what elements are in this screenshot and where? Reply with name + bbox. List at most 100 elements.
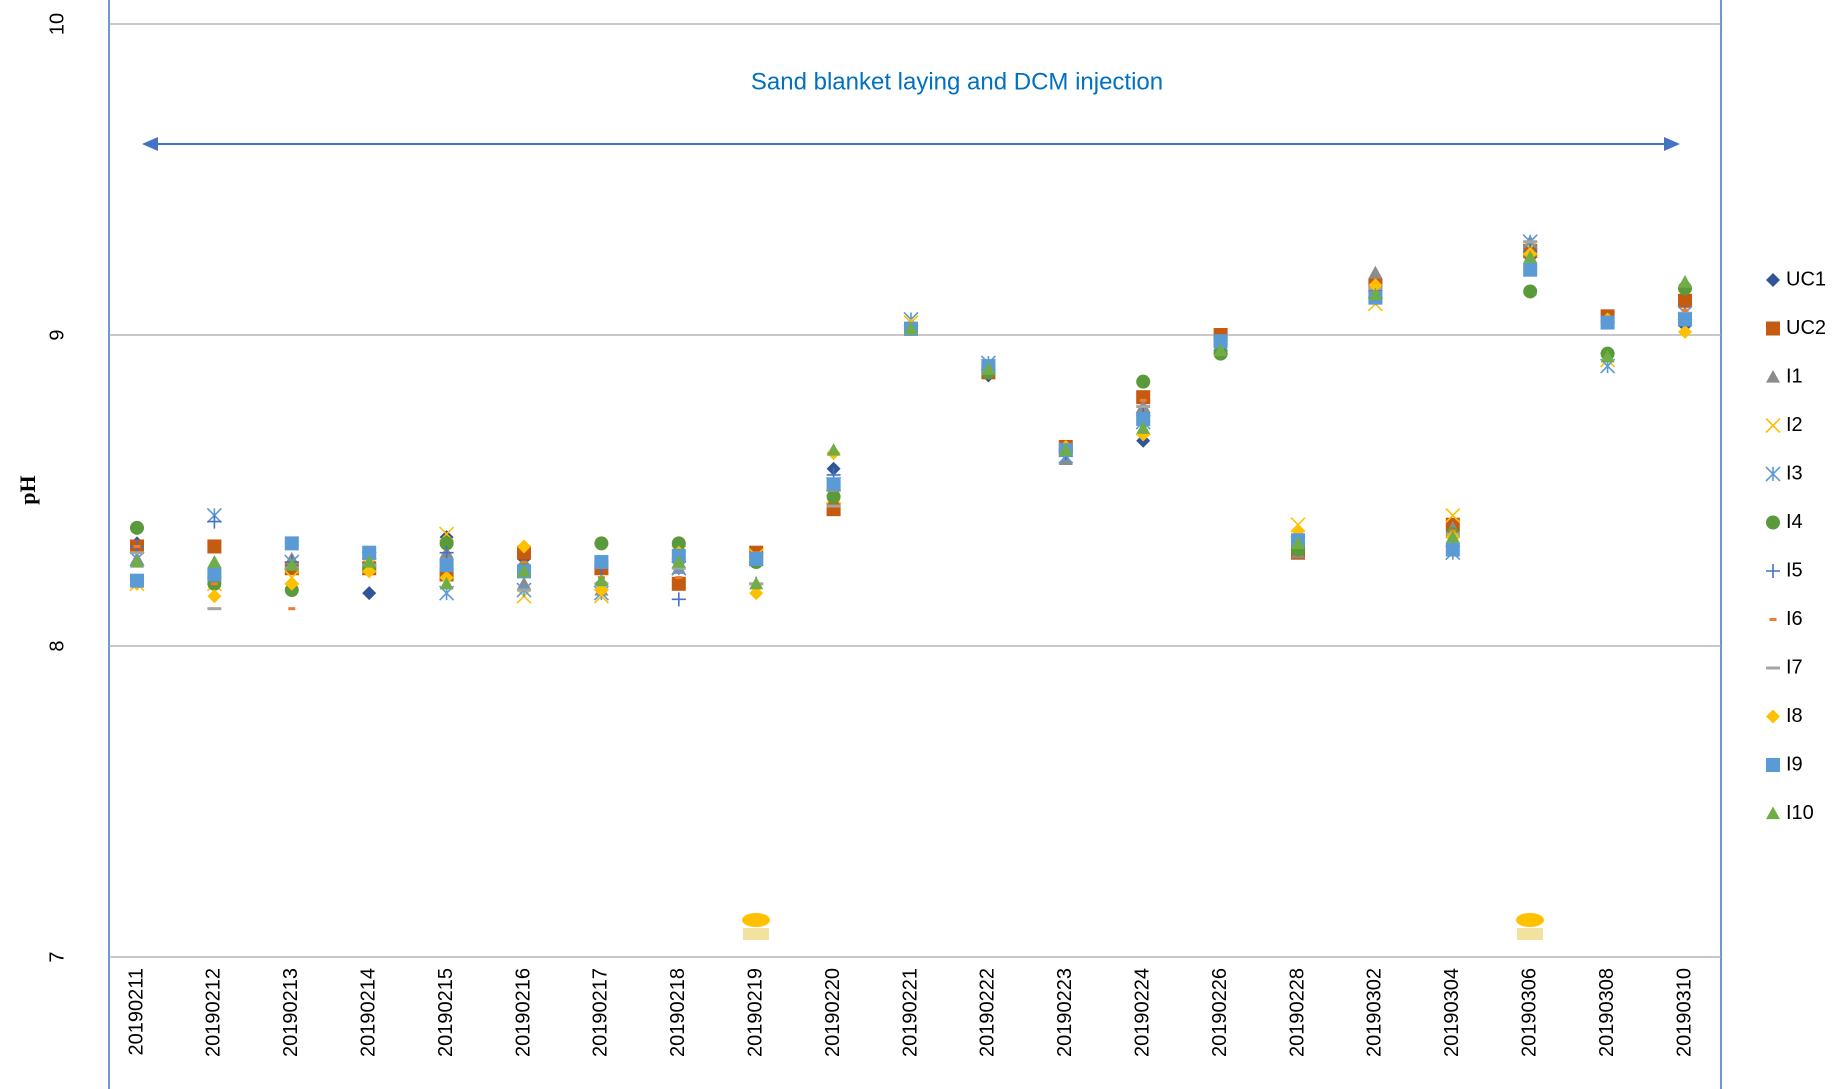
- x-tick-label: 20190304: [1441, 968, 1463, 1057]
- x-tick-label: 20190213: [280, 968, 302, 1057]
- point: [439, 576, 454, 590]
- x-tick-label: 20190220: [822, 968, 844, 1057]
- legend-marker: [1766, 515, 1780, 530]
- x-tick-label: 20190223: [1054, 968, 1076, 1057]
- x-tick-label: 20190224: [1131, 968, 1153, 1057]
- point: [1600, 315, 1615, 330]
- x-tick-label: 20190221: [899, 968, 921, 1057]
- point: [362, 586, 377, 601]
- legend-marker: [1766, 806, 1780, 820]
- point: [362, 545, 377, 560]
- point: [207, 555, 222, 568]
- x-tick-label: 20190228: [1286, 968, 1308, 1057]
- point: [671, 592, 686, 607]
- y-tick-label: 10: [46, 13, 68, 35]
- x-tick-label: 20190211: [125, 968, 147, 1056]
- point: [1136, 421, 1151, 434]
- point: [130, 555, 144, 568]
- point: [826, 489, 841, 504]
- x-tick-label: 20190217: [590, 968, 612, 1057]
- point: [1368, 287, 1383, 301]
- weather-icon: [742, 913, 770, 940]
- legend-label: I7: [1786, 656, 1803, 678]
- point: [671, 576, 686, 591]
- annotation: Sand blanket laying and DCM injection: [751, 68, 1163, 95]
- legend-marker: [1765, 417, 1781, 434]
- point: [1445, 530, 1460, 543]
- legend-label: I3: [1786, 462, 1803, 484]
- point: [1291, 536, 1305, 549]
- point: [594, 583, 609, 598]
- y-tick-label: 9: [46, 329, 68, 340]
- point: [1678, 324, 1692, 339]
- point: [1678, 312, 1692, 327]
- point: [1368, 265, 1383, 279]
- x-tick-label: 20190308: [1596, 968, 1618, 1057]
- x-tick-label: 20190215: [435, 968, 457, 1057]
- point: [130, 573, 144, 588]
- point: [362, 555, 377, 568]
- y-axis-label: pH: [15, 475, 40, 504]
- point: [1213, 334, 1228, 349]
- point: [362, 564, 377, 579]
- legend-label: I4: [1786, 511, 1803, 533]
- weather-icon: [1516, 913, 1544, 940]
- point: [749, 551, 764, 566]
- point: [284, 536, 299, 551]
- point: [1368, 278, 1383, 293]
- point: [1678, 293, 1692, 308]
- legend-label: UC2: [1786, 317, 1826, 339]
- legend-marker: [1766, 564, 1780, 578]
- x-tick-label: 20190226: [1209, 968, 1231, 1057]
- point: [207, 567, 222, 582]
- point: [749, 586, 764, 601]
- point: [284, 558, 299, 571]
- legend-marker: [1766, 709, 1780, 724]
- point: [594, 536, 609, 551]
- point: [904, 321, 918, 335]
- x-tick-label: 20190216: [512, 968, 534, 1057]
- x-tick-label: 20190302: [1364, 968, 1386, 1057]
- point: [1523, 250, 1538, 263]
- point: [517, 564, 531, 577]
- point: [439, 558, 454, 573]
- x-tick-label: 20190310: [1673, 968, 1695, 1057]
- point: [1213, 343, 1228, 357]
- point: [1445, 542, 1460, 557]
- point: [1136, 411, 1151, 426]
- point: [671, 536, 686, 551]
- point: [981, 362, 996, 375]
- point: [517, 539, 531, 554]
- legend-marker: [1766, 321, 1780, 336]
- point: [1523, 284, 1538, 299]
- point: [1445, 507, 1461, 523]
- legend-label: I5: [1786, 559, 1803, 581]
- point: [1600, 349, 1615, 363]
- legend-marker: [1766, 273, 1780, 287]
- point: [1523, 262, 1538, 277]
- point: [1136, 374, 1151, 389]
- legend-marker: [1766, 370, 1780, 383]
- legend-label: I6: [1786, 608, 1803, 630]
- legend-label: I8: [1786, 705, 1803, 727]
- point: [826, 477, 841, 492]
- x-tick-label: 20190222: [977, 968, 999, 1057]
- point: [207, 589, 222, 604]
- y-tick-label: 7: [46, 951, 68, 962]
- x-tick-label: 20190306: [1518, 968, 1540, 1057]
- point: [671, 555, 686, 568]
- point: [130, 520, 144, 535]
- point: [594, 555, 609, 570]
- legend-label: I10: [1786, 802, 1814, 824]
- point: [826, 443, 841, 456]
- point: [439, 545, 454, 560]
- arrow-head: [1664, 137, 1680, 151]
- x-tick-label: 20190212: [203, 968, 225, 1057]
- point: [826, 502, 841, 517]
- legend-label: I1: [1786, 365, 1803, 387]
- point: [1058, 443, 1073, 456]
- point: [207, 514, 222, 529]
- point: [439, 536, 454, 551]
- arrow-head: [142, 137, 158, 151]
